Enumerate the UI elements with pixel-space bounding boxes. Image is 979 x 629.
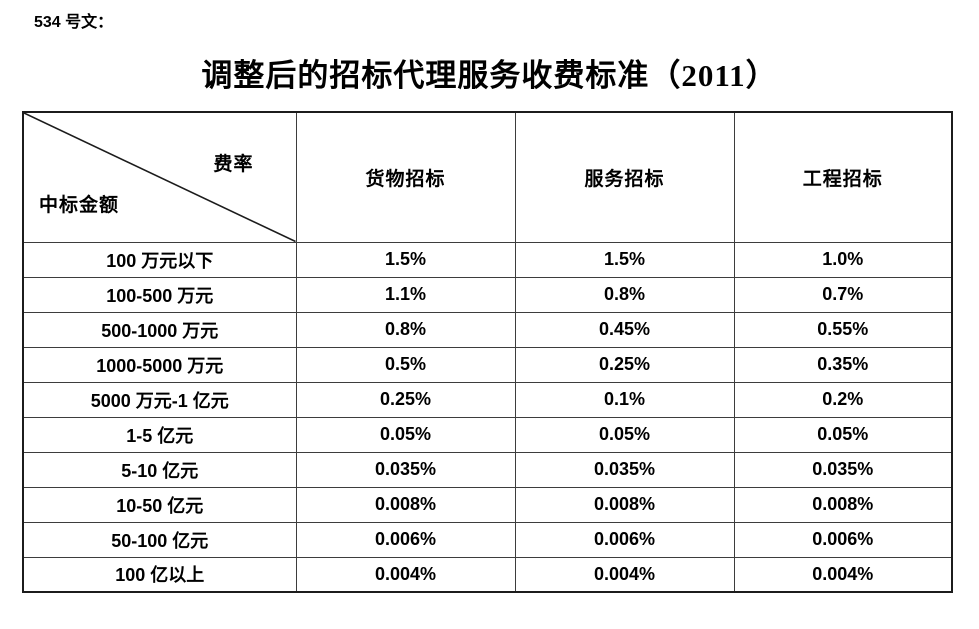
rate-cell: 0.35% [733, 346, 953, 383]
row-label-cell: 1-5 亿元 [22, 416, 297, 453]
rate-cell: 0.05% [733, 416, 953, 453]
rate-cell: 0.5% [295, 346, 516, 383]
rate-cell: 0.035% [514, 451, 735, 488]
rate-cell: 0.004% [514, 556, 735, 593]
table-row: 100-500 万元 1.1% 0.8% 0.7% [22, 276, 953, 313]
table-row: 1-5 亿元 0.05% 0.05% 0.05% [22, 416, 953, 453]
rate-cell: 0.05% [295, 416, 516, 453]
table-row: 100 万元以下 1.5% 1.5% 1.0% [22, 241, 953, 278]
corner-header-cell: 费率 中标金额 [22, 111, 297, 243]
rate-cell: 0.8% [514, 276, 735, 313]
rate-cell: 0.05% [514, 416, 735, 453]
rate-cell: 0.008% [733, 486, 953, 523]
rate-cell: 1.1% [295, 276, 516, 313]
rate-cell: 1.0% [733, 241, 953, 278]
row-label-cell: 5000 万元-1 亿元 [22, 381, 297, 418]
row-label-cell: 5-10 亿元 [22, 451, 297, 488]
table-row: 500-1000 万元 0.8% 0.45% 0.55% [22, 311, 953, 348]
row-label-cell: 100 亿以上 [22, 556, 297, 593]
table-row: 5-10 亿元 0.035% 0.035% 0.035% [22, 451, 953, 488]
diagonal-divider-line [24, 113, 296, 242]
rate-cell: 0.45% [514, 311, 735, 348]
rate-cell: 1.5% [295, 241, 516, 278]
page-title: 调整后的招标代理服务收费标准（2011） [201, 58, 778, 93]
rate-cell: 0.1% [514, 381, 735, 418]
rate-cell: 0.25% [295, 381, 516, 418]
table-row: 5000 万元-1 亿元 0.25% 0.1% 0.2% [22, 381, 953, 418]
rate-cell: 0.008% [295, 486, 516, 523]
rate-cell: 0.008% [514, 486, 735, 523]
table-row: 1000-5000 万元 0.5% 0.25% 0.35% [22, 346, 953, 383]
table-row: 100 亿以上 0.004% 0.004% 0.004% [22, 556, 953, 593]
rate-cell: 0.006% [295, 521, 516, 558]
row-label-cell: 50-100 亿元 [22, 521, 297, 558]
row-label-cell: 500-1000 万元 [22, 311, 297, 348]
table-header-row: 费率 中标金额 货物招标 服务招标 工程招标 [22, 111, 953, 243]
rate-cell: 0.006% [514, 521, 735, 558]
column-header-goods: 货物招标 [295, 111, 516, 243]
rate-cell: 0.006% [733, 521, 953, 558]
rate-cell: 0.55% [733, 311, 953, 348]
row-label-cell: 100 万元以下 [22, 241, 297, 278]
rate-cell: 0.004% [295, 556, 516, 593]
rate-cell: 0.004% [733, 556, 953, 593]
rate-cell: 1.5% [514, 241, 735, 278]
rate-cell: 0.2% [733, 381, 953, 418]
table-row: 10-50 亿元 0.008% 0.008% 0.008% [22, 486, 953, 523]
rate-cell: 0.035% [733, 451, 953, 488]
corner-label-amount: 中标金额 [39, 194, 120, 216]
row-label-cell: 10-50 亿元 [22, 486, 297, 523]
corner-label-rate: 费率 [213, 154, 254, 175]
rate-cell: 0.035% [295, 451, 516, 488]
row-label-cell: 100-500 万元 [22, 276, 297, 313]
rate-cell: 0.25% [514, 346, 735, 383]
column-header-services: 服务招标 [514, 111, 735, 243]
fee-standard-table: 费率 中标金额 货物招标 服务招标 工程招标 100 万元以下 1.5% 1.5… [22, 111, 953, 593]
rate-cell: 0.7% [733, 276, 953, 313]
row-label-cell: 1000-5000 万元 [22, 346, 297, 383]
document-ref-label: 534 号文： [34, 14, 114, 31]
rate-cell: 0.8% [295, 311, 516, 348]
table-row: 50-100 亿元 0.006% 0.006% 0.006% [22, 521, 953, 558]
column-header-engineering: 工程招标 [733, 111, 953, 243]
